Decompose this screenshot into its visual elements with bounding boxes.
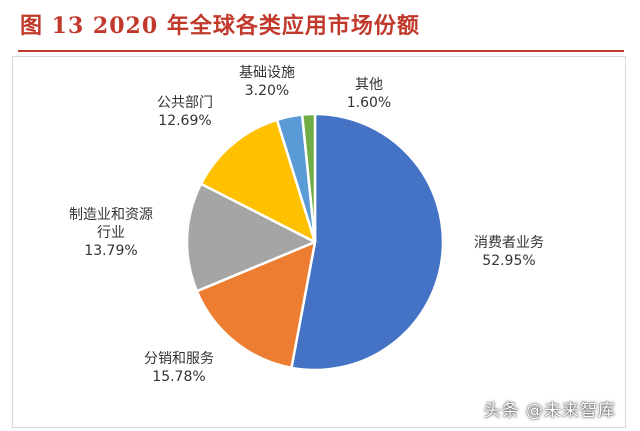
pie-slice-2 [185,182,317,293]
slice-category-text: 分销和服务 [144,351,214,367]
slice-category-text: 制造业和资源 [69,207,153,223]
slice-category-text: 行业 [97,225,125,241]
pie-slice-1 [195,240,317,370]
slice-label-4: 基础设施 3.20% [239,64,295,100]
slice-value-text: 1.60% [346,95,392,111]
watermark: 头条 @未来智库 [483,401,616,421]
slice-label-5: 其他 1.60% [347,76,391,112]
slice-category-text: 消费者业务 [474,235,544,251]
slice-label-2: 制造业和资源 行业 13.79% [69,206,153,260]
slice-label-3: 公共部门 12.69% [157,94,213,130]
slice-category-text: 公共部门 [157,95,213,111]
slice-label-1: 分销和服务 15.78% [144,350,214,386]
pie-chart [185,112,445,372]
slice-value-text: 12.69% [158,113,212,129]
pie-slice-3 [199,118,317,244]
slice-value-text: 13.79% [84,243,138,259]
slice-category-text: 基础设施 [239,65,295,81]
pie-slice-0 [290,112,445,372]
pie-slice-5 [300,112,317,244]
slice-value-text: 3.20% [244,83,290,99]
chart-panel: 消费者业务 52.95% 分销和服务 15.78% 制造业和资源 行业 13.79% 公共部门… [12,56,626,428]
title-rule [18,50,624,52]
figure-title: 图 13 2020 年全球各类应用市场份额 [20,13,420,39]
slice-value-text: 52.95% [482,253,536,269]
slice-value-text: 15.78% [152,369,206,385]
slice-category-text: 其他 [354,77,383,93]
slice-label-0: 消费者业务 52.95% [474,234,544,270]
